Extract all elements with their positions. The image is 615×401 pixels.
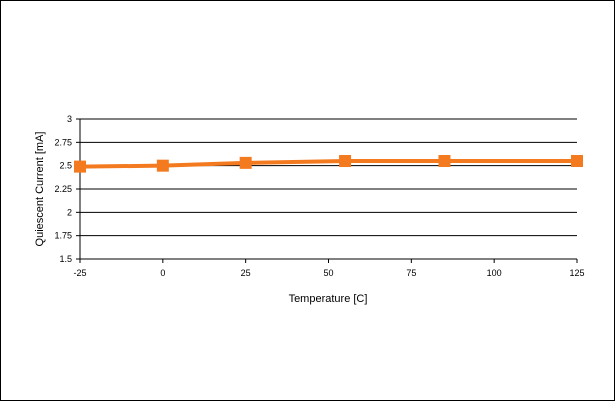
y-tick-labels: 1.5 1.75 2 2.25 2.5 2.75 3 — [54, 114, 72, 264]
x-tick-label: 50 — [323, 268, 333, 278]
x-tick-label: 125 — [569, 268, 584, 278]
x-tick-labels: -25 0 25 50 75 100 125 — [73, 259, 585, 278]
series-group — [74, 155, 583, 173]
x-axis-title: Temperature [C] — [289, 293, 368, 305]
data-point-marker — [239, 156, 252, 169]
x-tick-label: 75 — [406, 268, 416, 278]
data-point-marker — [571, 155, 583, 167]
y-tick-label: 2 — [67, 207, 72, 217]
x-tick-label: 100 — [487, 268, 502, 278]
data-point-marker — [74, 160, 86, 173]
data-point-marker — [339, 155, 352, 167]
x-tick-label: 25 — [241, 268, 251, 278]
data-point-marker — [438, 155, 451, 167]
data-point-marker — [156, 159, 169, 172]
x-tick-label: -25 — [73, 268, 86, 278]
y-tick-label: 2.25 — [54, 184, 72, 194]
series-line — [79, 159, 577, 169]
y-tick-label: 3 — [67, 114, 72, 124]
y-tick-label: 1.75 — [54, 231, 72, 241]
y-axis-title: Quiescent Current [mA] — [34, 132, 46, 247]
x-tick-label: 0 — [160, 268, 165, 278]
y-tick-label: 1.5 — [59, 254, 72, 264]
y-tick-label: 2.75 — [54, 137, 72, 147]
y-tick-label: 2.5 — [59, 161, 72, 171]
